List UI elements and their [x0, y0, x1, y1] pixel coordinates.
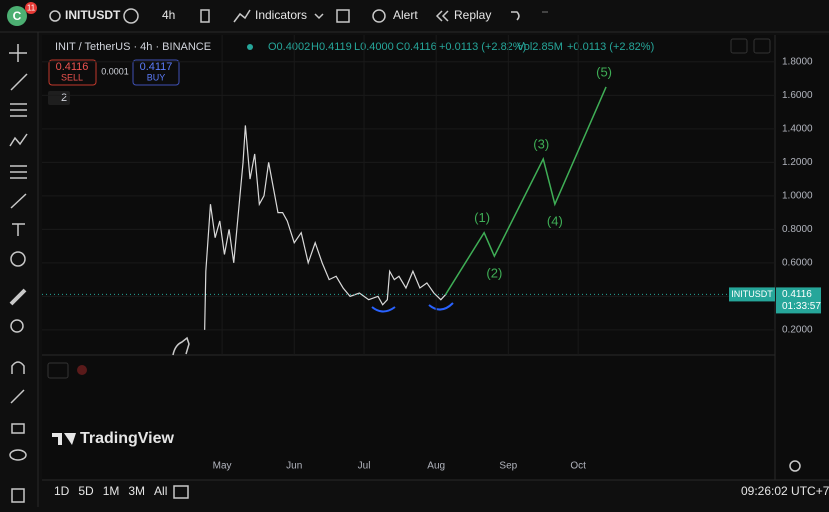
y-tick-label: 0.6000 [782, 257, 813, 268]
chart-panel [42, 35, 829, 480]
emoji-tool[interactable] [10, 251, 26, 267]
x-tick-label: May [213, 461, 232, 472]
y-tick-label: 0.8000 [782, 224, 813, 235]
legend-vol-change: +0.0113 (+2.82%) [567, 41, 654, 53]
settings[interactable] [789, 460, 801, 472]
range-button[interactable]: 3M [128, 484, 145, 498]
sell-price: 0.4116 [56, 61, 89, 73]
buy-price: 0.4117 [140, 61, 173, 73]
badge [25, 2, 37, 14]
x-tick-label: Sep [499, 461, 517, 472]
branding: TradingView [80, 430, 175, 447]
replay-icon[interactable] [435, 10, 449, 22]
clock: 09:26:02 UTC+7 [741, 484, 829, 498]
alert[interactable]: Alert [393, 8, 418, 22]
spread: 0.0001 [101, 66, 129, 76]
fib-tool[interactable] [10, 103, 27, 117]
interval[interactable]: 4h [162, 8, 175, 22]
wave-label: (4) [547, 214, 563, 229]
countdown: 01:33:57 [782, 301, 821, 312]
avatar[interactable] [7, 6, 27, 26]
forecast-tool[interactable] [10, 165, 27, 179]
x-tick-label: Aug [427, 461, 445, 472]
tv-logo [52, 433, 76, 445]
left-toolbar [9, 44, 28, 503]
lock-draw-tool[interactable] [10, 389, 25, 404]
legend-low: L0.4000 [354, 41, 394, 53]
crosshair-tool[interactable] [9, 44, 27, 62]
indicator-toggle[interactable] [48, 91, 70, 105]
bottom-arcs [371, 302, 454, 313]
range-button[interactable]: 1M [103, 484, 120, 498]
price-line [204, 125, 446, 330]
text-tool[interactable] [12, 223, 25, 236]
indicators-icon[interactable] [233, 9, 251, 23]
legend-volume: Vol2.85M [517, 41, 563, 53]
symbol[interactable]: INITUSDT [65, 8, 121, 22]
magnet-tool[interactable] [11, 361, 25, 374]
y-tick-label: 1.0000 [782, 190, 813, 201]
add-symbol[interactable] [123, 8, 139, 24]
legend-change: +0.0113 (+2.82%) [439, 41, 526, 53]
x-tick-label: Jul [358, 461, 371, 472]
y-tick-label: 0.2000 [782, 325, 813, 336]
legend-close: C0.4116 [396, 41, 437, 53]
wave-label: (2) [486, 266, 502, 281]
legend-title: INIT / TetherUS · 4h · BINANCE [55, 41, 211, 53]
wave-label: (3) [533, 136, 549, 151]
range-button[interactable]: 5D [78, 484, 94, 498]
legend-open: O0.4002 [268, 41, 310, 53]
price-tag [776, 287, 821, 314]
x-tick-label: Jun [286, 461, 302, 472]
ruler-tool[interactable] [9, 288, 27, 306]
scroll-down[interactable] [730, 38, 748, 54]
badge-count: 11 [27, 4, 36, 13]
y-tick-label: 1.4000 [782, 123, 813, 134]
dino-icon [172, 336, 190, 356]
status-dot [247, 44, 253, 50]
hide-tool[interactable] [9, 449, 27, 461]
brush-tool[interactable] [10, 193, 27, 209]
range-button[interactable]: 1D [54, 484, 70, 498]
x-tick-label: Oct [570, 461, 586, 472]
dropdown[interactable] [314, 13, 324, 20]
search-icon[interactable] [49, 10, 61, 22]
lock-tool[interactable] [11, 423, 25, 434]
y-tick-label: 1.8000 [782, 56, 813, 67]
zoom-tool[interactable] [10, 319, 24, 333]
y-tick-label: 1.6000 [782, 90, 813, 101]
undo[interactable] [511, 11, 520, 21]
range-button[interactable]: All [154, 484, 167, 498]
trash-tool[interactable] [11, 488, 25, 503]
wave-label: (5) [596, 64, 612, 79]
maximize[interactable] [753, 38, 771, 54]
buy-label: BUY [147, 72, 166, 82]
wave-label: (1) [474, 210, 490, 225]
y-tick-label: 1.2000 [782, 157, 813, 168]
alert-icon[interactable] [372, 9, 386, 23]
symbol-tag [729, 287, 775, 302]
indicators[interactable]: Indicators [255, 8, 307, 22]
layout-icon[interactable] [336, 9, 350, 23]
trend-line-tool[interactable] [10, 73, 28, 91]
symbol-tag-text: INITUSDT [731, 289, 773, 299]
pattern-tool[interactable] [9, 133, 28, 147]
legend-high: H0.4119 [311, 41, 352, 53]
error-icon [77, 365, 87, 375]
wave-projection [444, 86, 607, 296]
avatar-letter: C [13, 9, 22, 23]
chart-type-icon[interactable] [200, 9, 210, 23]
indicator-count: 2 [61, 92, 67, 104]
price-tag-text: 0.4116 [782, 289, 812, 300]
buy-button[interactable] [132, 59, 180, 86]
replay[interactable]: Replay [454, 8, 491, 22]
pane-toggle[interactable] [47, 362, 69, 379]
date-range-icon[interactable] [173, 485, 189, 499]
sell-button[interactable] [48, 59, 97, 86]
sell-label: SELL [61, 72, 83, 82]
